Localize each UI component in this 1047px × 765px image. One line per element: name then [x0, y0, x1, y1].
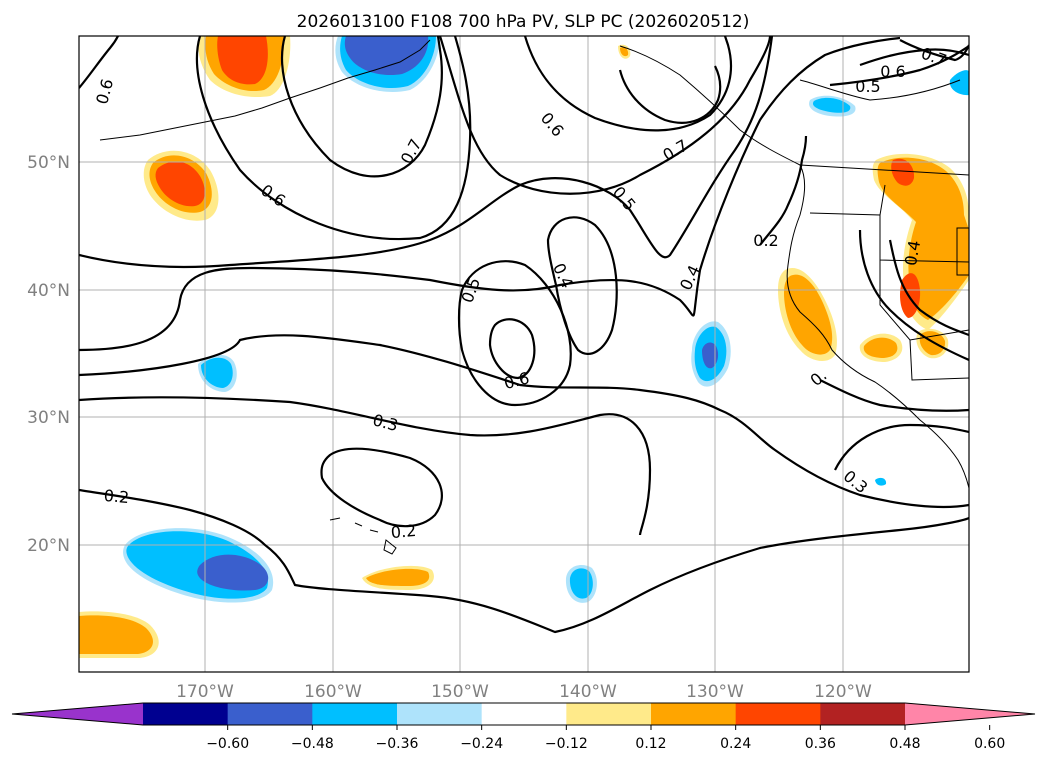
- slp-contours: [79, 36, 969, 634]
- contour-label: 0.2: [390, 521, 417, 542]
- contour-0.4-inland: [888, 239, 969, 337]
- contour-0.7-ne: [899, 39, 969, 62]
- colorbar-extend-high: [905, 703, 1035, 725]
- colorbar-swatch: [312, 703, 398, 725]
- lat-tick-label: 50°N: [27, 153, 70, 173]
- contour-0.5-gulf: [438, 36, 772, 195]
- contour-0.3-main: [79, 334, 969, 509]
- lat-tick-label: 40°N: [27, 281, 70, 301]
- lon-tick-label: 140°W: [559, 682, 617, 702]
- contour-0.2-coast: [759, 135, 808, 246]
- lon-tick-label: 130°W: [686, 682, 744, 702]
- latitude-tick-labels: 50°N 40°N 30°N 20°N: [27, 153, 70, 556]
- colorbar-swatch: [227, 703, 313, 725]
- colorbar-tick-label: −0.60: [206, 736, 249, 752]
- pv-negative-shading: [123, 36, 969, 603]
- colorbar-swatch: [566, 703, 652, 725]
- contour-0.7-aleutian: [280, 36, 443, 178]
- contour-0.6-gulf: [523, 36, 732, 132]
- contour-label: 0.2: [103, 486, 130, 507]
- colorbar-tick-label: 0.36: [805, 736, 836, 752]
- lon-tick-label: 150°W: [431, 682, 489, 702]
- colorbar-tick-label: −0.24: [460, 736, 503, 752]
- colorbar-tick-label: 0.60: [974, 736, 1005, 752]
- longitude-tick-labels: 170°W 160°W 150°W 140°W 130°W 120°W: [176, 682, 872, 702]
- map-frame: [78, 35, 970, 673]
- contour-label: 0.2: [753, 231, 778, 250]
- colorbar-tick-label: 0.12: [635, 736, 666, 752]
- lon-tick-label: 170°W: [176, 682, 234, 702]
- colorbar-swatch: [397, 703, 483, 725]
- contour-0.3-lower: [79, 396, 652, 536]
- contour-label: 0.6: [880, 62, 905, 81]
- colorbar-swatch: [735, 703, 821, 725]
- contour-0.5-ridge: [79, 36, 774, 269]
- colorbar-tick-label: −0.36: [376, 736, 419, 752]
- pv-positive-shading: [79, 36, 969, 658]
- colorbar-swatch: [143, 703, 229, 725]
- colorbar-swatch: [481, 703, 567, 725]
- contour-0.6-aleutian: [195, 36, 472, 241]
- contour-0.6-west: [79, 36, 119, 89]
- contour-0.4-main: [79, 36, 901, 352]
- contour-label: 0.4: [901, 239, 924, 267]
- contour-label: 0.5: [855, 77, 880, 96]
- contour-0.3-coast: [819, 379, 969, 412]
- contour-0.5-ne: [829, 45, 969, 87]
- contour-0.2-hawaii: [320, 447, 443, 528]
- colorbar-tick-label: −0.48: [291, 736, 334, 752]
- contour-0.2-south: [79, 488, 969, 634]
- colorbar-tick-label: 0.48: [889, 736, 920, 752]
- contour-0.6-central-low: [488, 318, 536, 380]
- lat-tick-label: 20°N: [27, 536, 70, 556]
- colorbar: −0.60 −0.48 −0.36 −0.24 −0.12 0.12 0.24 0.36 0.4…: [11, 702, 1036, 752]
- plot-title: 2026013100 F108 700 hPa PV, SLP PC (2026…: [297, 12, 750, 32]
- contour-0.7-gulf: [618, 65, 722, 124]
- contour-0.4-coast: [858, 229, 969, 362]
- colorbar-tick-label: 0.24: [720, 736, 751, 752]
- contour-0.3-se: [834, 423, 969, 471]
- lon-tick-label: 160°W: [304, 682, 362, 702]
- lat-tick-label: 30°N: [27, 408, 70, 428]
- colorbar-extend-low: [12, 703, 143, 725]
- colorbar-outline: [11, 702, 1036, 726]
- colorbar-swatch: [651, 703, 737, 725]
- colorbar-swatch: [820, 703, 906, 725]
- lon-tick-label: 120°W: [814, 682, 872, 702]
- colorbar-tick-label: −0.12: [545, 736, 588, 752]
